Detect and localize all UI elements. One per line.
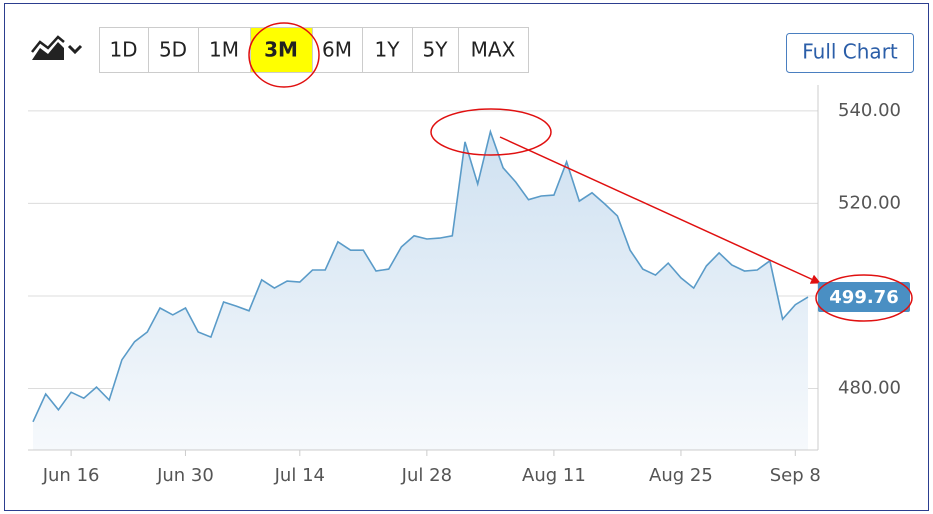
last-price-badge: 499.76 [818,282,910,312]
range-button[interactable]: 5Y [412,27,459,73]
peak-circle [430,108,552,156]
trend-arrow [499,136,821,284]
x-tick-label: Jun 16 [42,465,100,486]
range-button[interactable]: 5D [148,27,199,73]
x-tick-label: Aug 25 [649,465,713,486]
range-button[interactable]: 3M [250,27,313,73]
range-button-label[interactable]: 1Y [375,38,401,62]
range-button[interactable]: 1D [99,27,149,73]
badge-bg [818,282,910,312]
range-button-bg[interactable] [198,27,251,73]
price-line [32,128,809,423]
full-chart-button[interactable]: Full Chart [786,33,914,73]
y-tick-label: 520.00 [838,192,901,213]
range-button-label[interactable]: 3M [264,38,298,62]
range-button-bg[interactable] [250,27,313,73]
range-button-bg[interactable] [312,27,363,73]
range-button[interactable]: 1Y [362,27,413,73]
chart-type-menu[interactable] [31,35,83,60]
y-tick-label: 540.00 [838,100,901,121]
x-tick-label: Jul 14 [274,465,325,486]
range-button-label[interactable]: MAX [471,38,516,62]
range-button-bg[interactable] [412,27,459,73]
full-chart-bg[interactable] [786,33,914,73]
y-tick-label: 480.00 [838,377,901,398]
toolbar: 1D 5D 1M 3M 6M 1Y 5Y MAX Full Chart [31,27,914,73]
range-button-bg[interactable] [99,27,149,73]
range-button[interactable]: MAX [458,27,529,73]
range-button-label[interactable]: 1D [109,38,137,62]
range-button-label[interactable]: 1M [209,38,239,62]
x-tick-label: Jun 30 [156,465,214,486]
range-button-bg[interactable] [458,27,529,73]
range-button[interactable]: 6M [312,27,363,73]
full-chart-label[interactable]: Full Chart [802,40,898,64]
selected-range-circle [248,22,320,88]
area [33,131,808,450]
range-button-label[interactable]: 6M [322,38,352,62]
annotations [248,22,821,284]
last-price-label: 499.76 [829,287,898,308]
range-button[interactable]: 1M [198,27,251,73]
x-tick-label: Jul 28 [401,465,452,486]
x-tick-label: Aug 11 [522,465,586,486]
range-button-label[interactable]: 5D [159,38,187,62]
price-circle [815,274,913,322]
range-button-label[interactable]: 5Y [423,38,449,62]
x-tick-label: Sep 8 [770,465,821,486]
